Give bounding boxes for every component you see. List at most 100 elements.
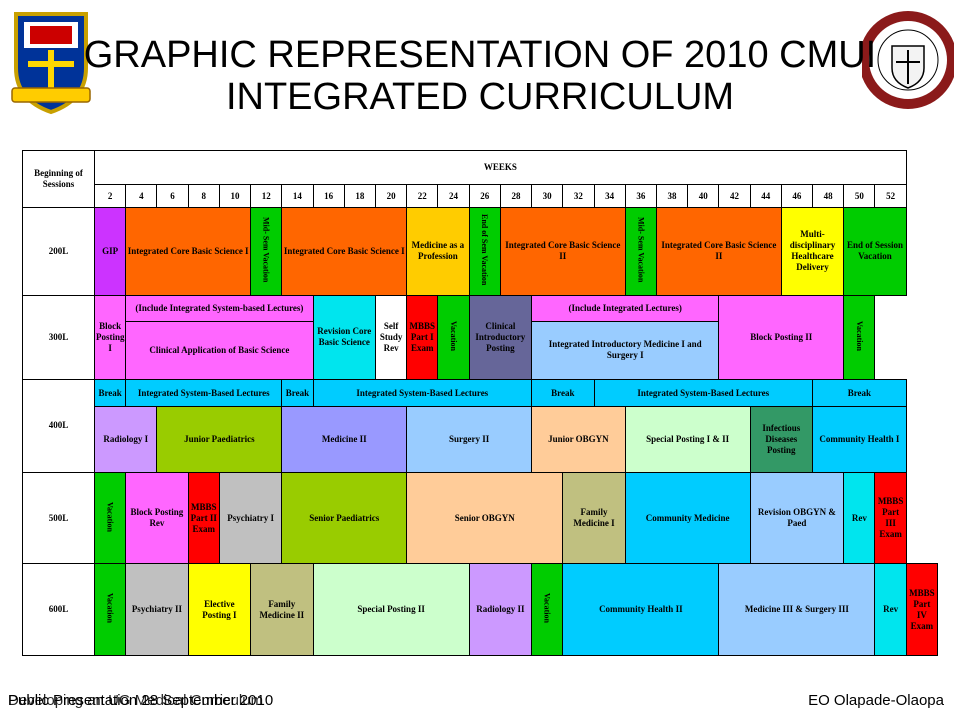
block-include-system-lectures: (Include Integrated System-based Lecture… [125,294,314,322]
title-line-1: GRAPHIC REPRESENTATION OF 2010 CMUI [83,34,877,76]
block-community-health-2: Community Health II [562,563,720,656]
week-tick: 24 [437,184,470,209]
week-tick: 4 [125,184,158,209]
week-tick: 22 [406,184,439,209]
block-vacation-300l: Vacation [437,294,470,381]
block-isbl-1: Integrated System-Based Lectures [125,379,283,408]
week-tick: 6 [156,184,189,209]
block-surgery-2: Surgery II [406,406,533,473]
week-tick: 10 [218,184,252,209]
block-isbl-3: Integrated System-Based Lectures [593,379,814,408]
block-family-medicine-2: Family Medicine II [250,563,314,656]
footer-subtitle: Developing an UG Medical Curriculum [8,692,264,709]
week-tick: 32 [562,184,595,209]
row-label-300l: 300L [22,294,95,381]
title-line-2: INTEGRATED CURRICULUM [225,76,735,118]
block-icbs-2b: Integrated Core Basic Science II [655,207,782,296]
block-clinical-intro: Clinical Introductory Posting [468,294,533,381]
footer-author: EO Olapade-Olaopa [808,692,944,709]
week-tick: 18 [343,184,376,209]
block-break-3: Break [531,379,595,408]
week-tick: 40 [687,184,720,209]
week-tick: 2 [93,184,127,209]
week-tick: 26 [468,184,501,209]
week-tick: 16 [312,184,345,209]
block-elective-posting-1: Elective Posting I [187,563,252,656]
block-senior-paediatrics: Senior Paediatrics [281,471,408,565]
block-medicine-profession: Medicine as a Profession [406,207,470,296]
block-block-posting-2: Block Posting II [718,294,845,381]
block-endsem-vacation: End of Sem Vacation [468,207,501,296]
block-radiology-2: Radiology II [468,563,533,656]
block-block-posting-rev: Block Posting Rev [125,471,189,565]
block-midsem-vacation-1: Mid- Sem Vacation [250,207,283,296]
week-tick: 48 [812,184,845,209]
block-break-1: Break [93,379,127,408]
row-label-400l: 400L [22,379,95,473]
week-tick: 52 [874,184,907,209]
week-tick: 14 [281,184,314,209]
block-psychiatry-2: Psychiatry II [125,563,189,656]
block-break-4: Break [812,379,907,408]
block-rev-500l: Rev [843,471,876,565]
block-junior-obgyn: Junior OBGYN [531,406,626,473]
block-vacation-300l-end: Vacation [843,294,876,381]
block-integrated-introductory: Integrated Introductory Medicine I and S… [531,320,720,381]
block-isbl-2: Integrated System-Based Lectures [312,379,533,408]
block-special-posting-2: Special Posting II [312,563,470,656]
block-psychiatry-1: Psychiatry I [218,471,283,565]
block-mbbs-part3: MBBS Part III Exam [874,471,907,565]
block-community-medicine: Community Medicine [624,471,751,565]
block-clinical-application: Clinical Application of Basic Science [125,320,314,381]
week-tick: 8 [187,184,220,209]
block-senior-obgyn: Senior OBGYN [406,471,564,565]
block-vacation-500l: Vacation [93,471,127,565]
week-tick: 50 [843,184,876,209]
block-infectious-diseases: Infectious Diseases Posting [749,406,814,473]
block-break-2: Break [281,379,314,408]
footer-presentation-date: Public Presentation 28 September 2010 [8,692,274,709]
row-label-600l: 600L [22,563,95,656]
block-community-health-1: Community Health I [812,406,907,473]
week-tick: 28 [499,184,533,209]
block-icbs-2a: Integrated Core Basic Science II [499,207,626,296]
curriculum-grid: Beginning of Sessions WEEKS 2 4 6 8 10 1… [22,149,939,656]
block-medicine-2: Medicine II [281,406,408,473]
block-icbs-1b: Integrated Core Basic Science I [281,207,408,296]
weeks-header: WEEKS [94,149,907,186]
block-vacation-600l-mid: Vacation [531,563,564,656]
week-tick: 34 [593,184,626,209]
week-tick: 42 [718,184,751,209]
block-include-integrated-lectures: (Include Integrated Lectures) [531,294,720,322]
block-block-posting-1: Block Posting I [93,294,127,381]
block-radiology-1: Radiology I [93,406,158,473]
block-revision-obgyn-paed: Revision OBGYN & Paed [749,471,845,565]
block-family-medicine-1: Family Medicine I [562,471,626,565]
block-self-study: Self Study Rev [374,294,408,381]
university-crest-logo [6,8,96,118]
week-tick: 20 [374,184,408,209]
college-of-medicine-seal-logo [859,6,957,114]
block-icbs-1a: Integrated Core Basic Science I [125,207,252,296]
block-special-posting-1-2: Special Posting I & II [624,406,751,473]
block-mbbs-part2: MBBS Part II Exam [187,471,220,565]
week-tick: 44 [749,184,782,209]
block-mbbs-part1: MBBS Part I Exam [406,294,439,381]
block-revision-core: Revision Core Basic Science [312,294,376,381]
block-medicine-surgery-3: Medicine III & Surgery III [718,563,876,656]
block-mbbs-part4: MBBS Part IV Exam [905,563,939,656]
week-tick: 12 [250,184,283,209]
corner-header: Beginning of Sessions [22,149,95,209]
block-gip: GIP [93,207,127,296]
week-tick: 36 [624,184,657,209]
week-tick: 38 [655,184,689,209]
row-label-200l: 200L [22,207,95,296]
slide-title: GRAPHIC REPRESENTATION OF 2010 CMUI INTE… [80,34,880,118]
block-end-session-vacation: End of Session Vacation [843,207,907,296]
block-midsem-vacation-2: Mid- Sem Vacation [624,207,657,296]
week-tick: 30 [531,184,564,209]
block-rev-600l: Rev [874,563,907,656]
block-vacation-600l: Vacation [93,563,127,656]
block-junior-paediatrics: Junior Paediatrics [156,406,283,473]
block-multidisciplinary: Multi- disciplinary Healthcare Delivery [780,207,845,296]
